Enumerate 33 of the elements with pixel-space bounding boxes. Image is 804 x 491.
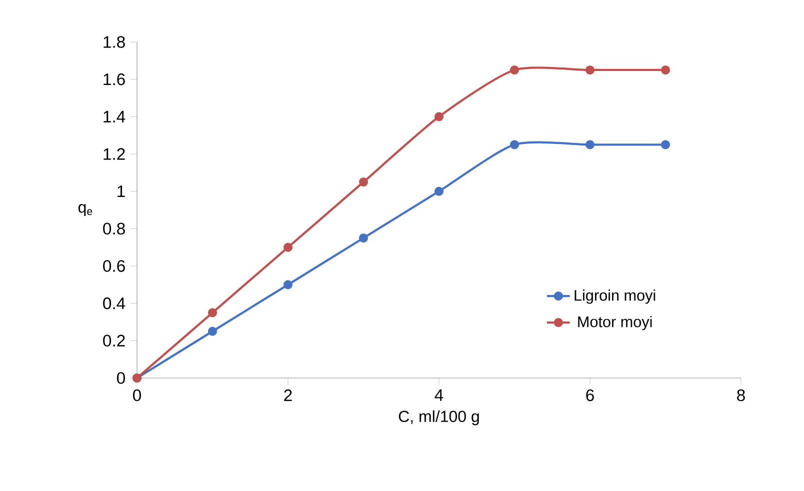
point: [208, 308, 218, 318]
y-tick-label: 0.2: [103, 334, 125, 347]
legend-label: Motor moyi: [578, 316, 652, 330]
point: [434, 112, 444, 122]
point: [585, 140, 595, 150]
y-tick-label: 1.4: [104, 110, 126, 122]
x-tick-label: 0: [133, 389, 141, 402]
legend-label: Ligroin moyi: [574, 290, 656, 304]
point: [358, 177, 368, 187]
point: [434, 186, 444, 196]
y-tick-label: 0.8: [103, 222, 125, 235]
y-tick-label: 0.6: [103, 260, 125, 272]
point: [208, 326, 218, 336]
x-tick-label: 6: [586, 389, 594, 402]
point: [585, 65, 595, 75]
x-tick-label: 8: [737, 389, 745, 402]
y-tick-label: 0.4: [103, 297, 126, 310]
point: [510, 65, 520, 75]
y-axis-title: q$_{e}$: [78, 204, 92, 216]
y-tick-label: 0: [117, 372, 125, 384]
y-tick-label: 1.8: [104, 36, 125, 48]
point: [283, 242, 293, 252]
y-tick-label: 1: [118, 186, 125, 198]
x-axis-title: C, ml/100 g: [398, 410, 479, 426]
point: [660, 140, 670, 150]
x-tick-label: 4: [434, 389, 444, 401]
y-tick-label: 1.6: [104, 73, 125, 86]
point: [358, 233, 368, 243]
y-tick-label: 1.2: [104, 148, 125, 160]
x-tick-label: 2: [284, 389, 292, 401]
point: [283, 280, 293, 290]
point: [660, 65, 670, 75]
point: [510, 140, 520, 150]
